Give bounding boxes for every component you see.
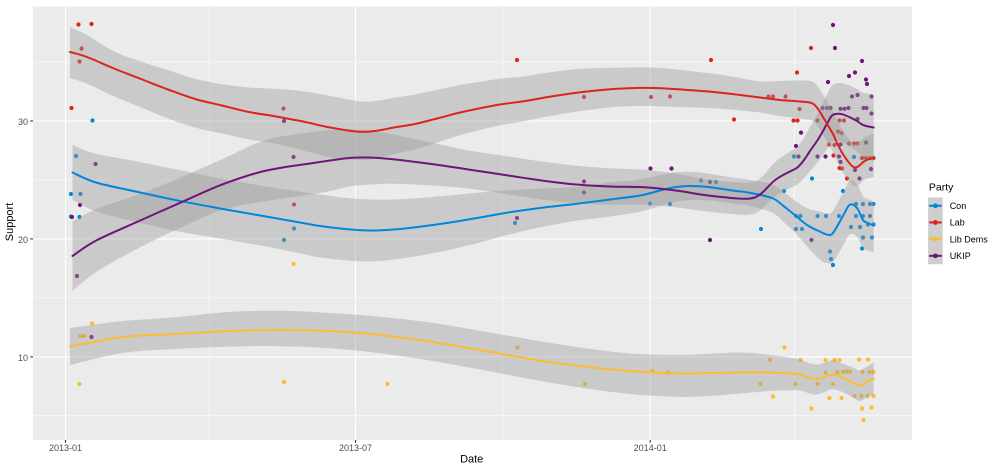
svg-text:Date: Date (460, 454, 483, 466)
svg-text:2014-01: 2014-01 (634, 443, 667, 453)
svg-text:Lib Dems: Lib Dems (950, 234, 989, 244)
svg-text:Support: Support (4, 203, 16, 242)
svg-text:UKIP: UKIP (950, 251, 971, 261)
svg-text:2013-01: 2013-01 (49, 443, 82, 453)
svg-text:Party: Party (929, 182, 954, 194)
svg-text:2013-07: 2013-07 (339, 443, 372, 453)
svg-text:Con: Con (950, 201, 967, 211)
svg-text:10: 10 (18, 353, 28, 363)
svg-text:20: 20 (18, 235, 28, 245)
svg-text:30: 30 (18, 117, 28, 127)
svg-text:Lab: Lab (950, 218, 965, 228)
